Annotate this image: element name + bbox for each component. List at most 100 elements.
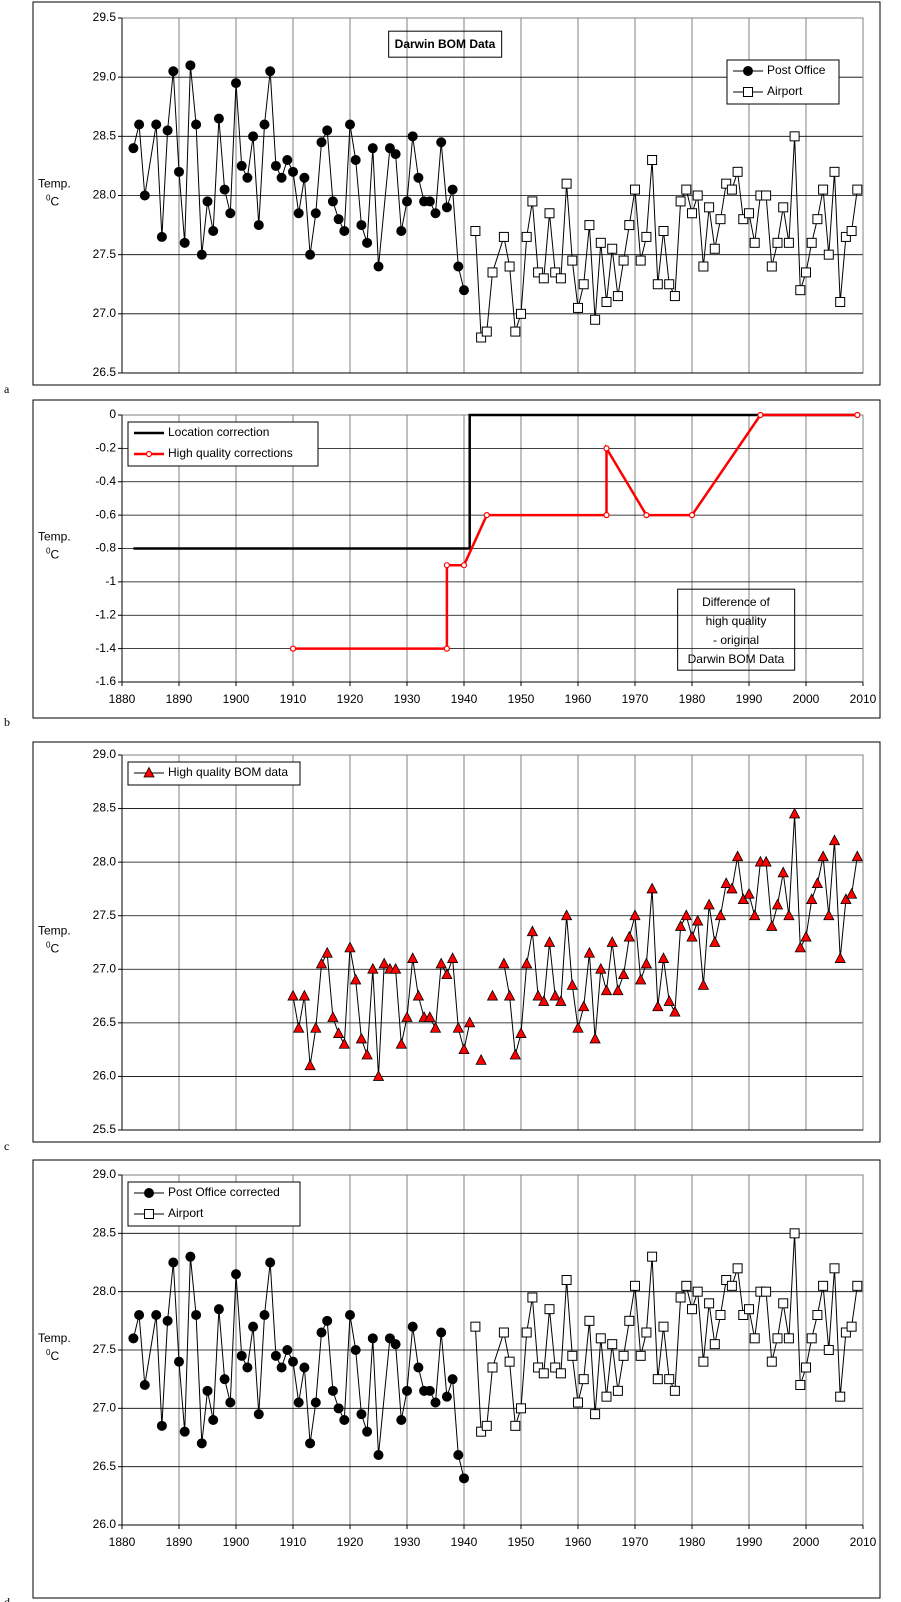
y-tick-label: 27.5 bbox=[93, 908, 117, 922]
point-marker bbox=[647, 1251, 658, 1262]
point-marker bbox=[443, 562, 450, 569]
y-tick-label: 25.5 bbox=[93, 1122, 117, 1136]
point-marker bbox=[835, 297, 846, 307]
point-marker bbox=[704, 202, 715, 213]
point-marker bbox=[322, 125, 333, 136]
point-marker bbox=[731, 850, 744, 862]
point-marker bbox=[738, 1310, 749, 1320]
x-tick-label: 1990 bbox=[736, 1535, 763, 1549]
point-marker bbox=[766, 1356, 777, 1367]
point-marker bbox=[526, 925, 539, 937]
point-marker bbox=[675, 196, 686, 207]
y-tick-label: 27.0 bbox=[93, 306, 117, 320]
point-marker bbox=[635, 1350, 646, 1361]
point-marker bbox=[481, 326, 492, 337]
point-marker bbox=[424, 1011, 436, 1022]
point-marker bbox=[743, 887, 755, 899]
y-axis-unit: 0C bbox=[46, 547, 59, 562]
y-tick-label: 28.5 bbox=[93, 1226, 117, 1240]
y-tick-label: 29.0 bbox=[93, 747, 117, 761]
point-marker bbox=[219, 1374, 230, 1385]
point-marker bbox=[801, 1362, 811, 1373]
point-marker bbox=[487, 267, 498, 278]
point-marker bbox=[687, 1304, 697, 1315]
point-marker bbox=[236, 160, 247, 171]
point-marker bbox=[436, 1327, 447, 1338]
y-axis-label: Temp. bbox=[38, 530, 71, 544]
point-marker bbox=[606, 936, 618, 947]
point-marker bbox=[299, 172, 310, 183]
point-marker bbox=[259, 119, 270, 130]
point-marker bbox=[560, 909, 573, 921]
point-marker bbox=[362, 1426, 373, 1437]
point-marker bbox=[367, 1333, 378, 1344]
point-marker bbox=[852, 1280, 863, 1291]
point-marker bbox=[607, 1339, 618, 1350]
point-marker bbox=[282, 1345, 293, 1355]
point-marker bbox=[578, 279, 589, 290]
point-marker bbox=[293, 1021, 305, 1033]
point-marker bbox=[179, 237, 190, 248]
y-axis-unit-text: C bbox=[50, 195, 59, 209]
point-marker bbox=[503, 989, 516, 1001]
point-marker bbox=[795, 1380, 806, 1390]
y-tick-label: 27.5 bbox=[93, 1342, 117, 1356]
point-marker bbox=[744, 1304, 754, 1315]
point-marker bbox=[600, 984, 613, 996]
point-marker bbox=[265, 66, 276, 77]
point-marker bbox=[698, 261, 709, 272]
point-marker bbox=[459, 1473, 469, 1484]
point-marker bbox=[726, 882, 738, 894]
point-marker bbox=[509, 1048, 521, 1060]
y-axis-label: Temp. bbox=[38, 177, 71, 191]
point-marker bbox=[618, 1350, 629, 1361]
point-marker bbox=[424, 196, 435, 207]
point-marker bbox=[231, 1269, 241, 1280]
legend-box bbox=[127, 421, 319, 467]
point-marker bbox=[538, 995, 550, 1006]
point-marker bbox=[276, 1362, 287, 1373]
point-marker bbox=[248, 1321, 259, 1332]
point-marker bbox=[504, 261, 515, 272]
point-marker bbox=[156, 1420, 167, 1431]
point-marker bbox=[213, 113, 224, 124]
point-marker bbox=[315, 957, 328, 969]
point-marker bbox=[663, 995, 675, 1006]
point-marker bbox=[516, 308, 526, 319]
point-marker bbox=[669, 1385, 680, 1396]
point-marker bbox=[191, 119, 202, 130]
x-tick-label: 1910 bbox=[280, 692, 307, 706]
point-marker bbox=[510, 1420, 521, 1431]
point-marker bbox=[470, 1321, 481, 1332]
point-marker bbox=[208, 1415, 219, 1425]
point-marker bbox=[737, 893, 749, 905]
x-tick-label: 1880 bbox=[109, 1535, 136, 1549]
point-marker bbox=[538, 1368, 549, 1379]
point-marker bbox=[854, 411, 861, 419]
point-marker bbox=[332, 1027, 345, 1038]
point-marker bbox=[333, 214, 344, 225]
point-marker bbox=[738, 214, 749, 225]
annotation-box bbox=[677, 588, 796, 671]
point-marker bbox=[772, 1333, 783, 1344]
point-marker bbox=[538, 273, 549, 284]
point-marker bbox=[527, 1292, 538, 1303]
point-marker bbox=[475, 1053, 487, 1065]
point-marker bbox=[304, 1059, 316, 1071]
point-marker bbox=[823, 909, 835, 921]
panel-label: b bbox=[4, 715, 10, 729]
point-marker bbox=[555, 995, 567, 1006]
point-marker bbox=[543, 936, 556, 947]
point-marker bbox=[316, 137, 327, 148]
y-tick-label: -1.4 bbox=[95, 641, 116, 655]
point-marker bbox=[322, 1315, 333, 1326]
point-marker bbox=[720, 877, 732, 888]
x-tick-label: 2010 bbox=[850, 1535, 877, 1549]
y-axis-label: Temp. bbox=[38, 924, 71, 938]
point-marker bbox=[516, 1403, 526, 1414]
point-marker bbox=[231, 78, 241, 89]
point-marker bbox=[168, 66, 179, 77]
point-marker bbox=[643, 512, 650, 519]
y-tick-label: 26.5 bbox=[93, 1015, 117, 1029]
